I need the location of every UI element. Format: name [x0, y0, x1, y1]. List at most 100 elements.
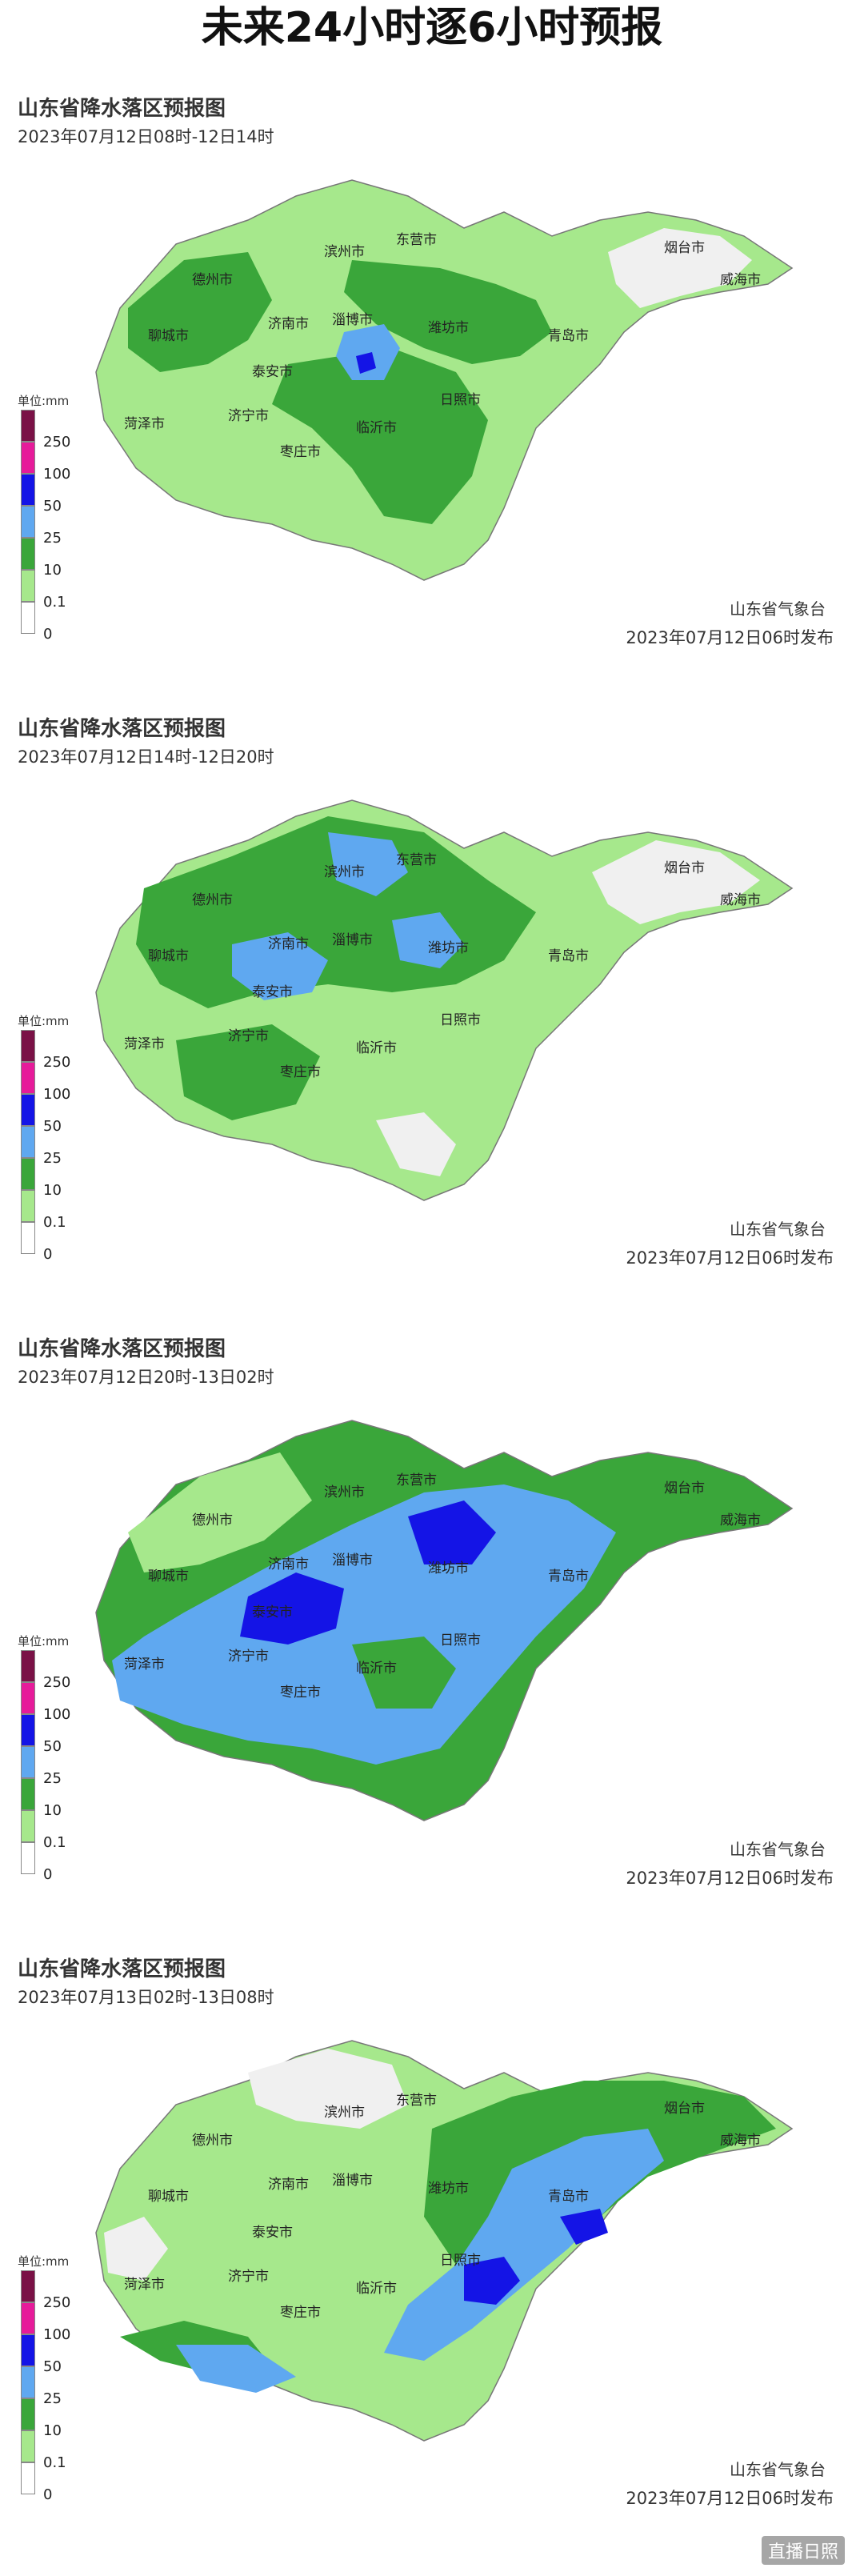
legend-swatch — [21, 2366, 35, 2398]
panel-title: 山东省降水落区预报图 — [18, 97, 226, 121]
legend: 单位:mm 250 100 50 25 10 0.1 0 — [18, 1633, 82, 1897]
no-rain-zone — [608, 228, 752, 308]
city-label-jinan: 济南市 — [268, 1556, 309, 1572]
city-label-jinan: 济南市 — [268, 316, 309, 332]
city-label-weifang: 潍坊市 — [428, 320, 469, 336]
city-label-binzhou: 滨州市 — [324, 2105, 365, 2121]
legend-label: 0.1 — [43, 2454, 66, 2471]
rain-zone-25mm — [392, 912, 464, 968]
rain-zone-50mm — [240, 1572, 344, 1645]
panel-time-range: 2023年07月12日20时-13日02时 — [18, 1368, 274, 1387]
watermark: 直播日照 — [761, 2536, 845, 2565]
legend-swatch — [21, 602, 35, 634]
panel-title: 山东省降水落区预报图 — [18, 1957, 226, 1981]
city-label-zaozhuang: 枣庄市 — [280, 2305, 321, 2321]
city-label-qingdao: 青岛市 — [548, 2189, 589, 2205]
city-label-jining: 济宁市 — [228, 1649, 269, 1665]
panel-time-range: 2023年07月12日14时-12日20时 — [18, 747, 274, 767]
rain-zone-50mm — [408, 1500, 496, 1564]
legend-swatch — [21, 1746, 35, 1778]
legend-label: 0.1 — [43, 1214, 66, 1231]
city-label-jining: 济宁市 — [228, 1028, 269, 1044]
city-label-rizhao: 日照市 — [440, 1012, 481, 1028]
legend-label: 10 — [43, 1182, 62, 1199]
city-label-zibo: 淄博市 — [332, 2173, 373, 2189]
city-label-heze: 菏泽市 — [124, 1036, 165, 1052]
city-label-qingdao: 青岛市 — [548, 328, 589, 344]
city-label-linyi: 临沂市 — [356, 2281, 397, 2297]
city-label-linyi: 临沂市 — [356, 1661, 397, 1677]
legend-label: 100 — [43, 2326, 71, 2343]
city-label-dezhou: 德州市 — [192, 272, 233, 288]
forecast-panel-3: 山东省降水落区预报图 2023年07月12日20时-13日02时 德州市 滨州市… — [0, 1332, 864, 1949]
panel-title: 山东省降水落区预报图 — [18, 717, 226, 741]
panel-title: 山东省降水落区预报图 — [18, 1337, 226, 1361]
city-label-zaozhuang: 枣庄市 — [280, 1064, 321, 1080]
rain-zone-25mm — [232, 932, 328, 1000]
legend-swatch — [21, 1030, 35, 1062]
issue-time: 2023年07月12日06时发布 — [626, 628, 834, 647]
legend-label: 10 — [43, 562, 62, 579]
legend-label: 100 — [43, 1086, 71, 1103]
legend-label: 50 — [43, 2358, 62, 2375]
city-label-taian: 泰安市 — [252, 364, 293, 380]
city-label-binzhou: 滨州市 — [324, 244, 365, 260]
legend-swatch — [21, 2398, 35, 2430]
city-label-weifang: 潍坊市 — [428, 940, 469, 956]
city-label-jinan: 济南市 — [268, 2177, 309, 2193]
legend-unit: 单位:mm — [18, 2254, 70, 2269]
city-label-dezhou: 德州市 — [192, 1512, 233, 1528]
legend-swatch — [21, 1778, 35, 1810]
legend-label: 0 — [43, 2486, 53, 2503]
city-label-weifang: 潍坊市 — [428, 1560, 469, 1576]
city-label-dongying: 东营市 — [396, 2093, 437, 2109]
page-title: 未来24小时逐6小时预报 — [201, 4, 663, 52]
legend-label: 25 — [43, 530, 62, 547]
city-label-yantai: 烟台市 — [664, 2101, 705, 2117]
rain-zone-25mm — [112, 1484, 616, 1765]
issuer: 山东省气象台 — [730, 1840, 826, 1859]
rain-zone-0-1mm — [128, 1452, 312, 1572]
legend-swatch — [21, 2430, 35, 2462]
city-label-weifang: 潍坊市 — [428, 2181, 469, 2197]
issue-time: 2023年07月12日06时发布 — [626, 1869, 834, 1888]
city-label-zibo: 淄博市 — [332, 312, 373, 328]
legend-label: 0.1 — [43, 1834, 66, 1851]
city-label-yantai: 烟台市 — [664, 1480, 705, 1496]
city-label-jining: 济宁市 — [228, 408, 269, 424]
issuer: 山东省气象台 — [730, 1220, 826, 1239]
forecast-panel-2: 山东省降水落区预报图 2023年07月12日14时-12日20时 德州市 滨州市… — [0, 712, 864, 1328]
legend-label: 250 — [43, 2294, 71, 2311]
rain-zone-25mm — [328, 832, 408, 896]
city-label-binzhou: 滨州市 — [324, 1484, 365, 1500]
issuer: 山东省气象台 — [730, 599, 826, 619]
legend-swatch — [21, 1158, 35, 1190]
legend-label: 250 — [43, 1054, 71, 1071]
rain-zone-25mm — [176, 2345, 296, 2393]
legend-label: 25 — [43, 2390, 62, 2407]
no-rain-zone — [376, 1112, 456, 1176]
legend-swatch — [21, 2270, 35, 2302]
legend-label: 10 — [43, 1802, 62, 1819]
city-label-weihai: 威海市 — [720, 2133, 761, 2149]
legend-label: 0 — [43, 1246, 53, 1263]
city-label-weihai: 威海市 — [720, 1512, 761, 1528]
legend-label: 10 — [43, 2422, 62, 2439]
precipitation-map: 德州市 滨州市 东营市 烟台市 威海市 聊城市 济南市 淄博市 潍坊市 青岛市 … — [95, 2040, 794, 2442]
legend: 单位:mm 250 100 50 25 10 0.1 0 — [18, 392, 82, 656]
legend-swatch — [21, 2462, 35, 2494]
city-label-liaocheng: 聊城市 — [148, 1568, 189, 1584]
legend-swatch — [21, 474, 35, 506]
city-label-qingdao: 青岛市 — [548, 948, 589, 964]
city-label-liaocheng: 聊城市 — [148, 2189, 189, 2205]
legend-label: 100 — [43, 1706, 71, 1723]
city-label-heze: 菏泽市 — [124, 2277, 165, 2293]
legend-label: 25 — [43, 1770, 62, 1787]
city-label-binzhou: 滨州市 — [324, 864, 365, 880]
precipitation-map: 德州市 滨州市 东营市 烟台市 威海市 聊城市 济南市 淄博市 潍坊市 青岛市 … — [95, 179, 794, 581]
issuer: 山东省气象台 — [730, 2460, 826, 2479]
city-label-dongying: 东营市 — [396, 1472, 437, 1488]
legend-label: 0.1 — [43, 594, 66, 611]
legend-swatch — [21, 1714, 35, 1746]
city-label-qingdao: 青岛市 — [548, 1568, 589, 1584]
